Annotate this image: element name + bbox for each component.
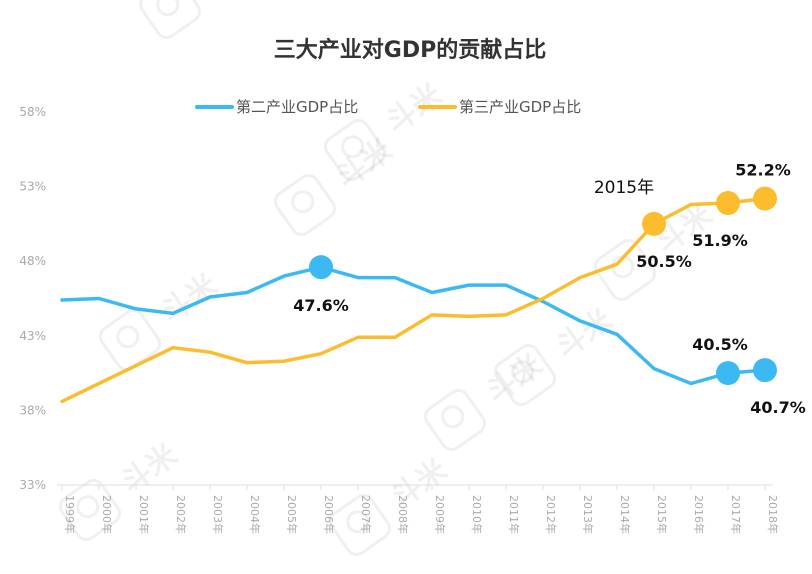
watermark-octopus-icon: [139, 0, 201, 39]
series-line-0: [60, 265, 767, 386]
highlight-point: [716, 191, 740, 216]
watermark-text: 斗米: [115, 438, 184, 501]
x-tick-label: 2017年: [729, 495, 743, 534]
watermark-octopus-head-icon: [511, 360, 535, 384]
highlight-point: [753, 186, 777, 211]
x-tick-label: 2015年: [655, 495, 669, 534]
watermark-octopus-icon: [274, 174, 336, 236]
x-axis: 1999年 2000年 2001年 2002年 2003年 2004年 2005年 2006年…: [57, 484, 780, 534]
label-layer: 47.6% 40.5% 40.7% 50.5%51.9% 52.2% 2015年: [293, 161, 806, 418]
highlight-point: [309, 255, 333, 280]
x-tick-label: 2005年: [285, 495, 299, 534]
watermark-octopus-head-icon: [76, 495, 100, 519]
x-tick-label: 2009年: [433, 495, 447, 534]
data-label: 51.9%: [692, 231, 748, 250]
y-tick-label: 38%: [19, 403, 46, 417]
watermark-octopus-icon: [424, 389, 486, 451]
x-tick-label: 2000年: [100, 495, 114, 534]
watermark-logo: 斗米: [274, 133, 399, 236]
y-tick-label: 33%: [19, 478, 46, 492]
data-label: 40.5%: [692, 335, 748, 354]
y-tick-label: 53%: [19, 180, 46, 194]
watermark-octopus-head-icon: [346, 510, 370, 534]
data-label: 50.5%: [636, 252, 692, 271]
watermark-octopus-head-icon: [611, 255, 635, 279]
x-tick-label: 2010年: [470, 495, 484, 534]
watermark-logo: 斗米: [99, 268, 224, 371]
marker-layer: [309, 186, 777, 386]
data-label: 52.2%: [735, 161, 791, 180]
watermark-text: 斗米: [380, 78, 449, 141]
data-label: 40.7%: [750, 398, 806, 417]
x-tick-label: 2011年: [507, 495, 521, 534]
watermark-octopus-head-icon: [341, 135, 365, 159]
watermark-octopus-icon: [494, 344, 556, 406]
y-tick-label: 43%: [19, 329, 46, 343]
x-tick-label: 2008年: [396, 495, 410, 534]
legend-label-0: 第二产业GDP占比: [236, 98, 358, 116]
x-tick-label: 2006年: [322, 495, 336, 534]
watermark-logo: 斗米: [139, 0, 201, 39]
data-label: 47.6%: [293, 296, 349, 315]
y-tick-label: 58%: [19, 105, 46, 119]
watermark-octopus-icon: [59, 479, 121, 541]
watermark-octopus-icon: [324, 119, 386, 181]
x-tick-label: 2013年: [581, 495, 595, 534]
watermark-octopus-icon: [329, 494, 391, 556]
x-tick-label: 2003年: [211, 495, 225, 534]
chart-title: 三大产业对GDP的贡献占比: [274, 37, 546, 63]
x-tick-label: 2007年: [359, 495, 373, 534]
highlight-point: [642, 211, 666, 236]
watermark-octopus-icon: [594, 239, 656, 301]
x-tick-label: 2001年: [137, 495, 151, 534]
x-tick-label: 1999年: [63, 495, 77, 534]
x-tick-label: 2018年: [766, 495, 780, 534]
x-tick-label: 2004年: [248, 495, 262, 534]
legend-label-1: 第三产业GDP占比: [459, 98, 581, 116]
highlight-point: [716, 361, 740, 386]
chart-legend: 第二产业GDP占比 第三产业GDP占比: [195, 98, 581, 116]
watermark-octopus-head-icon: [291, 190, 315, 214]
watermark-text: 斗米: [155, 268, 224, 331]
annotation-label: 2015年: [594, 178, 654, 198]
highlight-point: [753, 358, 777, 383]
watermark-octopus-icon: [99, 309, 161, 371]
watermark-octopus-head-icon: [156, 0, 180, 17]
watermark-octopus-head-icon: [441, 405, 465, 429]
x-tick-label: 2012年: [544, 495, 558, 534]
y-axis: 33% 38% 43% 48% 53% 58%: [19, 105, 46, 492]
x-tick-label: 2014年: [618, 495, 632, 534]
watermark-text: 斗米: [330, 133, 399, 196]
x-tick-label: 2002年: [174, 495, 188, 534]
x-tick-label: 2016年: [692, 495, 706, 534]
y-tick-label: 48%: [19, 254, 46, 268]
watermark-octopus-head-icon: [116, 325, 140, 349]
